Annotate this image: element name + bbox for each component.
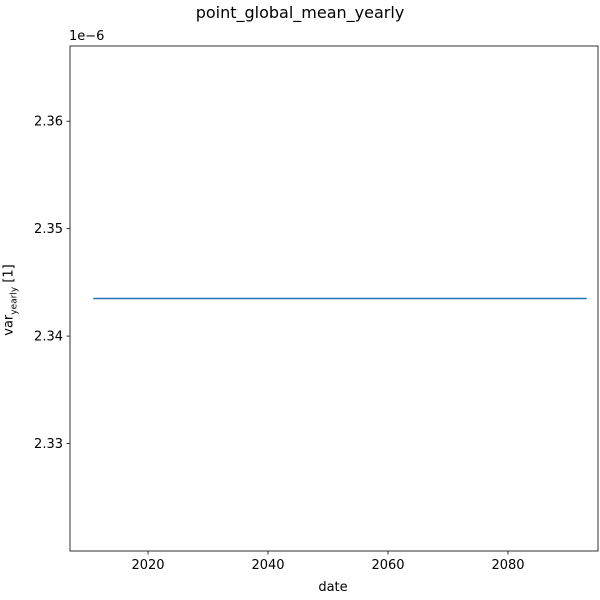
- chart-title: point_global_mean_yearly: [195, 3, 405, 22]
- y-tick-label: 2.35: [34, 222, 63, 237]
- y-tick-label: 2.34: [34, 330, 63, 345]
- x-tick-label: 2080: [491, 558, 524, 573]
- y-tick-label: 2.36: [34, 115, 63, 130]
- y-axis-offset-text: 1e−6: [69, 29, 105, 44]
- x-axis-label: date: [318, 580, 348, 595]
- axes-frame: [69, 45, 599, 552]
- y-tick-label: 2.33: [34, 437, 63, 452]
- x-tick-label: 2020: [131, 558, 164, 573]
- x-tick-label: 2040: [251, 558, 284, 573]
- x-tick-label: 2060: [371, 558, 404, 573]
